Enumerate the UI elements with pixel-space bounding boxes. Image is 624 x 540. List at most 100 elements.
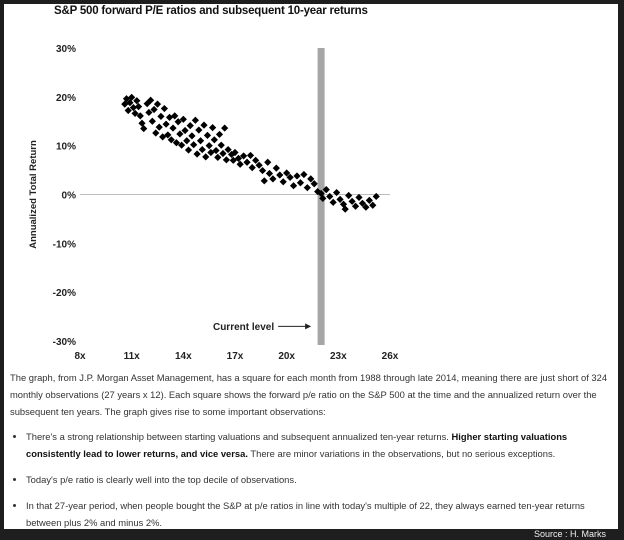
data-point xyxy=(214,153,222,161)
data-point xyxy=(121,100,129,108)
data-point xyxy=(167,136,175,144)
x-tick-label: 14x xyxy=(175,351,192,362)
data-point xyxy=(164,131,172,139)
data-point xyxy=(236,160,244,168)
data-point xyxy=(176,130,184,138)
data-point xyxy=(134,103,143,111)
data-point xyxy=(234,154,243,162)
y-tick-label: -30% xyxy=(53,337,76,348)
y-axis-label: Annualized Total Return xyxy=(28,140,39,249)
data-point xyxy=(317,189,325,198)
data-point xyxy=(276,171,284,179)
data-point xyxy=(326,192,334,201)
data-point xyxy=(195,126,203,134)
data-point xyxy=(221,124,229,132)
data-point xyxy=(351,202,360,210)
data-point xyxy=(212,146,220,155)
data-point xyxy=(319,194,327,203)
data-point xyxy=(293,172,301,180)
observation-item: In that 27-year period, when people boug… xyxy=(26,497,610,529)
observation-item: There's a strong relationship between st… xyxy=(26,428,610,462)
data-point xyxy=(171,112,179,120)
y-tick-label: 0% xyxy=(62,191,77,202)
data-point xyxy=(202,153,210,161)
data-point xyxy=(169,124,177,132)
y-tick-label: 20% xyxy=(56,93,76,104)
data-point xyxy=(198,145,206,154)
chart-title: S&P 500 forward P/E ratios and subsequen… xyxy=(54,5,368,17)
data-point xyxy=(296,179,305,187)
screenshot-panel: S&P 500 forward P/E ratios and subsequen… xyxy=(4,4,618,529)
data-point xyxy=(348,197,356,205)
data-point xyxy=(310,180,318,188)
data-point xyxy=(258,166,267,175)
x-tick-label: 17x xyxy=(227,351,244,362)
data-point xyxy=(279,178,287,186)
data-point xyxy=(152,129,160,137)
data-point xyxy=(362,203,370,211)
data-point xyxy=(345,191,353,200)
data-point xyxy=(365,196,373,204)
data-point xyxy=(224,145,232,154)
observation-emphasis: Higher starting valuations consistently … xyxy=(26,431,568,459)
data-point xyxy=(162,120,170,128)
data-point xyxy=(203,131,212,140)
y-tick-label: 10% xyxy=(56,142,76,153)
data-point xyxy=(174,118,182,126)
data-point xyxy=(269,175,277,183)
data-point xyxy=(181,126,189,135)
data-point xyxy=(205,142,213,150)
data-point xyxy=(341,205,349,213)
data-point xyxy=(196,137,205,145)
scatter-chart: 30% 20% 10% 0% -10% -20% -30% 8x 11x 14x 17x 20x 23x… xyxy=(28,44,399,362)
data-point xyxy=(286,173,294,182)
data-point xyxy=(240,152,248,160)
article-text: The graph, from J.P. Morgan Asset Manage… xyxy=(10,369,610,529)
data-point xyxy=(283,169,291,177)
data-point xyxy=(210,136,218,144)
data-point xyxy=(153,100,162,108)
current-level-arrowhead xyxy=(305,323,312,330)
data-point xyxy=(157,112,165,120)
data-point xyxy=(183,137,191,145)
observation-list: There's a strong relationship between st… xyxy=(10,428,610,529)
data-point xyxy=(369,201,377,209)
x-tick-label: 20x xyxy=(278,351,295,362)
data-point xyxy=(145,108,153,117)
data-point xyxy=(147,96,155,104)
data-point xyxy=(122,95,131,103)
data-point xyxy=(243,158,251,166)
y-tick-label: -10% xyxy=(53,239,76,250)
data-point xyxy=(307,175,315,183)
data-point xyxy=(191,116,199,124)
source-credit: Source : H. Marks xyxy=(533,529,606,539)
data-point xyxy=(128,93,136,101)
data-point xyxy=(131,109,139,118)
x-tick-label: 8x xyxy=(74,351,86,362)
x-tick-label: 26x xyxy=(382,351,399,362)
data-point xyxy=(303,184,311,192)
data-point xyxy=(188,132,196,140)
y-tick-label: -20% xyxy=(53,288,76,299)
observation-text: There's a strong relationship between st… xyxy=(26,431,452,442)
data-point xyxy=(209,123,217,132)
data-point xyxy=(178,141,186,149)
data-point xyxy=(219,149,227,158)
data-point xyxy=(314,187,322,196)
data-point xyxy=(222,156,230,164)
data-point xyxy=(322,186,330,194)
data-point xyxy=(231,148,239,157)
data-point xyxy=(358,199,367,207)
data-point xyxy=(217,141,225,149)
data-point xyxy=(190,141,198,149)
data-point xyxy=(155,123,163,131)
data-point xyxy=(179,115,187,123)
data-point xyxy=(160,104,168,113)
data-point xyxy=(329,198,337,206)
data-point xyxy=(372,192,380,201)
data-point xyxy=(333,188,341,197)
observation-item: Today's p/e ratio is clearly well into t… xyxy=(26,471,610,488)
data-point xyxy=(300,170,308,179)
data-point xyxy=(260,177,268,185)
x-tick-label: 23x xyxy=(330,351,347,362)
